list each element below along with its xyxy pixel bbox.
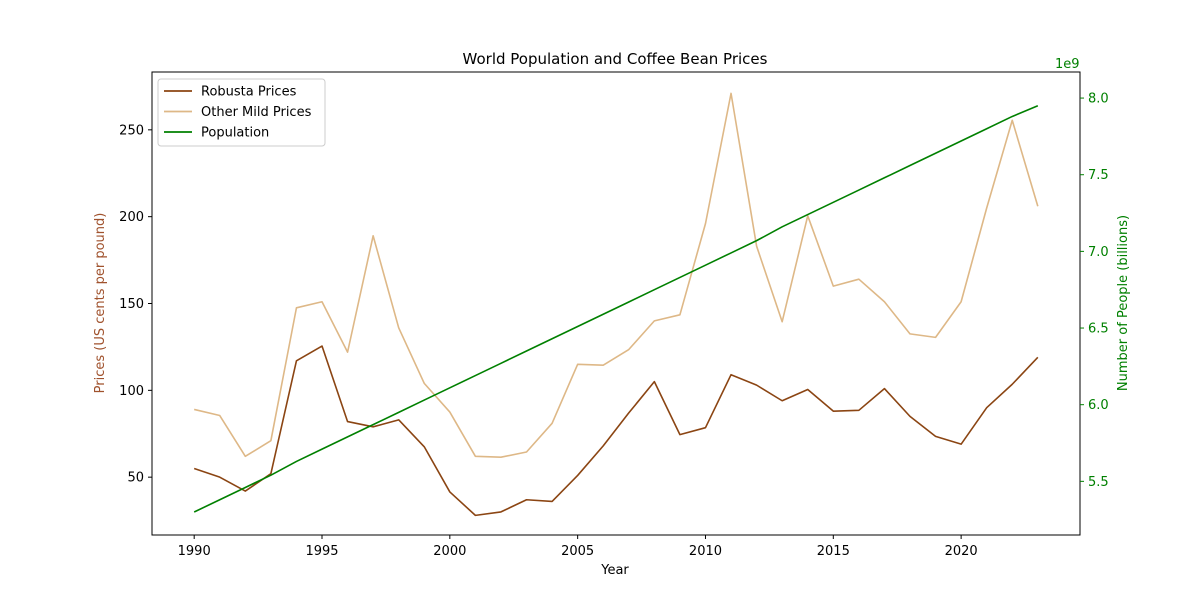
y-right-tick-label: 5.5 bbox=[1088, 475, 1109, 490]
x-tick-label: 2010 bbox=[689, 544, 722, 559]
y-axis-left-label: Prices (US cents per pound) bbox=[93, 213, 108, 394]
x-axis: 1990 1995 2000 2005 2010 2015 2020 bbox=[178, 535, 978, 559]
y-right-tick-label: 6.5 bbox=[1088, 322, 1109, 337]
legend-box bbox=[157, 78, 326, 147]
legend-label-population: Population bbox=[201, 126, 269, 141]
x-tick-label: 1990 bbox=[178, 544, 211, 559]
y-left-tick-label: 150 bbox=[119, 297, 144, 312]
y-left-tick-label: 250 bbox=[119, 123, 144, 138]
y-right-tick-label: 7.5 bbox=[1088, 168, 1109, 183]
legend: Robusta Prices Other Mild Prices Populatio… bbox=[157, 78, 326, 147]
y-right-tick-label: 6.0 bbox=[1088, 398, 1109, 413]
series-line-other-mild-prices bbox=[193, 92, 1039, 459]
x-tick-label: 2000 bbox=[433, 544, 466, 559]
x-tick-label: 2020 bbox=[945, 544, 978, 559]
y-right-tick-label: 8.0 bbox=[1088, 92, 1109, 107]
y-left-tick-label: 200 bbox=[119, 210, 144, 225]
x-tick-label: 2015 bbox=[817, 544, 850, 559]
chart-title: World Population and Coffee Bean Prices bbox=[463, 50, 768, 68]
x-axis-label: Year bbox=[600, 563, 629, 578]
series-line-robusta-prices bbox=[193, 345, 1039, 517]
x-tick-label: 1995 bbox=[305, 544, 338, 559]
y-axis-left: 50 100 150 200 250 bbox=[119, 123, 152, 486]
series-layer bbox=[193, 92, 1039, 517]
y-axis-right-offset-label: 1e9 bbox=[1055, 57, 1080, 72]
legend-label-robusta-prices: Robusta Prices bbox=[201, 85, 297, 100]
y-left-tick-label: 100 bbox=[119, 384, 144, 399]
y-axis-right: 5.5 6.0 6.5 7.0 7.5 8.0 bbox=[1080, 92, 1109, 490]
y-left-tick-label: 50 bbox=[127, 471, 144, 486]
legend-label-other-mild-prices: Other Mild Prices bbox=[201, 105, 312, 120]
y-right-tick-label: 7.0 bbox=[1088, 245, 1109, 260]
x-tick-label: 2005 bbox=[561, 544, 594, 559]
series-line-population bbox=[193, 104, 1039, 513]
y-axis-right-label: Number of People (billions) bbox=[1116, 215, 1131, 391]
